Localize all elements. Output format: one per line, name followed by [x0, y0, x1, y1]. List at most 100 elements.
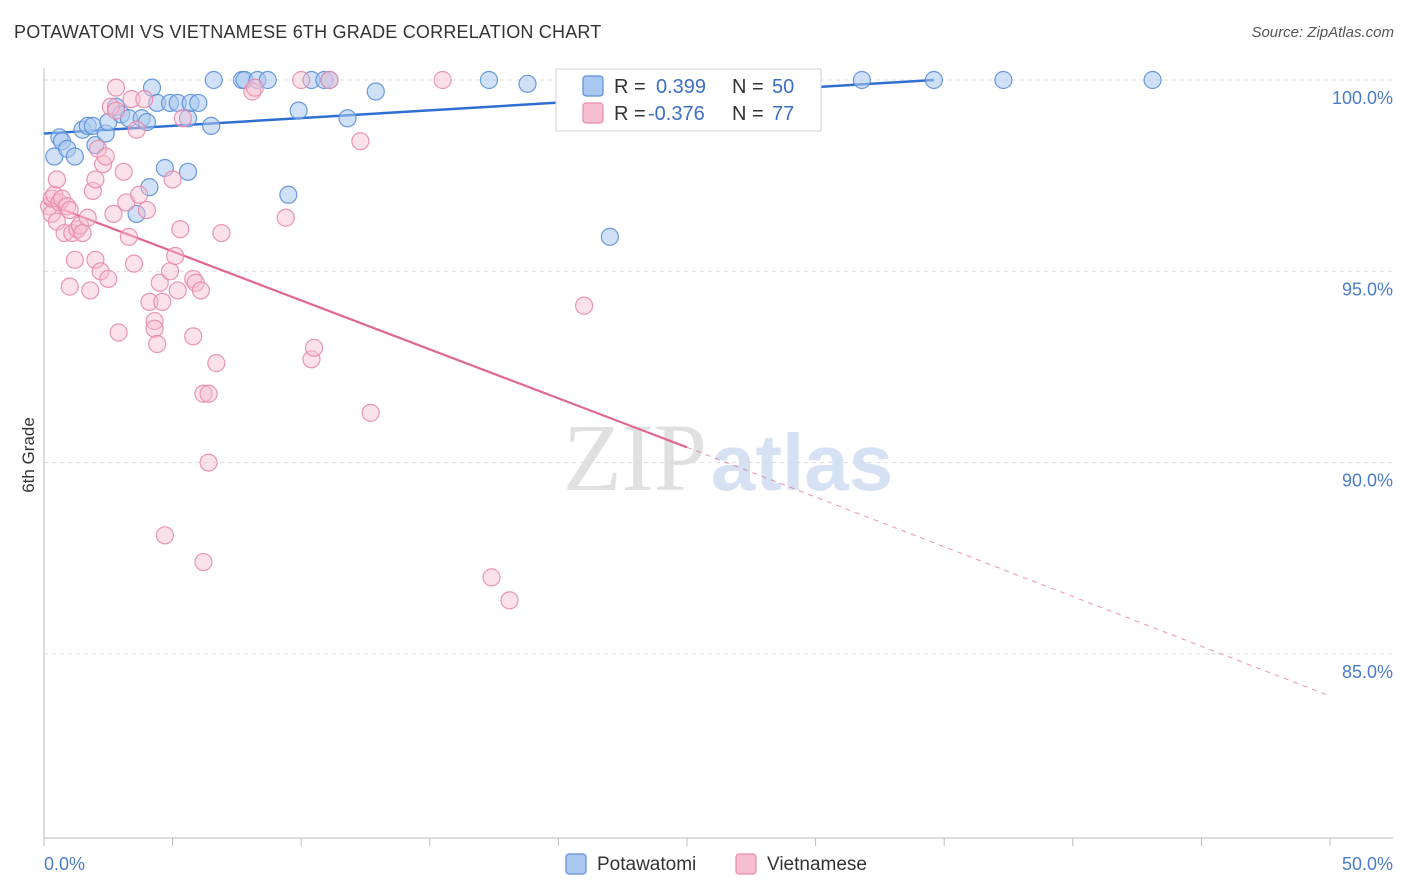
point-potawatomi-35	[479, 70, 499, 90]
y-axis-label: 6th Grade	[19, 417, 38, 493]
x-tick-labels: 0.0% 50.0%	[44, 854, 1393, 874]
point-vietnamese-39	[135, 90, 154, 109]
y-tick-label-2: 90.0%	[1342, 471, 1393, 491]
chart-title: POTAWATOMI VS VIETNAMESE 6TH GRADE CORRE…	[14, 22, 602, 42]
point-vietnamese-60	[199, 453, 218, 472]
point-vietnamese-41	[140, 292, 159, 312]
bottom-legend-label-vietnamese: Vietnamese	[767, 854, 867, 875]
point-potawatomi-41	[852, 70, 871, 90]
point-vietnamese-71	[351, 132, 370, 151]
point-vietnamese-73	[433, 70, 452, 90]
point-vietnamese-18	[81, 281, 100, 300]
point-vietnamese-17	[78, 208, 97, 227]
legend-swatch-potawatomi	[582, 75, 604, 97]
point-vietnamese-35	[122, 90, 141, 109]
point-vietnamese-49	[166, 246, 185, 266]
point-vietnamese-62	[212, 223, 231, 243]
point-potawatomi-44	[1143, 70, 1162, 90]
y-tick-label-3: 85.0%	[1342, 662, 1393, 682]
point-vietnamese-68	[302, 350, 321, 369]
point-vietnamese-47	[160, 262, 180, 281]
point-potawatomi-45	[279, 185, 298, 204]
point-vietnamese-72	[361, 403, 380, 422]
point-vietnamese-70	[320, 70, 339, 90]
point-vietnamese-63	[155, 526, 174, 545]
trend-lines	[43, 78, 1331, 697]
bottom-legend: Potawatomi Vietnamese	[565, 853, 867, 875]
point-vietnamese-66	[276, 208, 295, 227]
bottom-legend-label-potawatomi: Potawatomi	[597, 854, 696, 875]
point-vietnamese-30	[106, 78, 126, 97]
legend-r-label-vietnamese: R =	[614, 103, 646, 125]
point-vietnamese-16	[73, 223, 92, 243]
legend-box: R = 0.399 N = 50 R = -0.376 N = 77	[555, 68, 822, 132]
point-vietnamese-69	[304, 338, 324, 357]
watermark-atlas: atlas	[711, 418, 893, 507]
legend-r-value-vietnamese: -0.376	[648, 103, 705, 125]
point-vietnamese-74	[482, 568, 501, 587]
data-points	[40, 70, 1162, 610]
chart-source: Source: ZipAtlas.com	[1251, 24, 1394, 41]
point-vietnamese-32	[114, 162, 133, 181]
x-tick-label-min: 0.0%	[44, 854, 85, 874]
point-vietnamese-21	[86, 250, 105, 269]
watermark: ZIP atlas	[563, 404, 893, 511]
point-vietnamese-58	[194, 552, 213, 572]
point-potawatomi-15	[137, 112, 156, 132]
point-vietnamese-20	[86, 170, 105, 189]
legend-swatch-vietnamese	[582, 102, 604, 124]
legend-r-label-potawatomi: R =	[614, 76, 646, 98]
legend-n-value-potawatomi: 50	[772, 76, 794, 98]
point-vietnamese-28	[104, 204, 123, 224]
point-potawatomi-48	[140, 178, 159, 197]
point-vietnamese-29	[106, 101, 126, 120]
point-vietnamese-11	[60, 277, 79, 296]
point-vietnamese-48	[163, 170, 182, 189]
legend-n-label-potawatomi: N =	[732, 76, 764, 98]
point-vietnamese-54	[184, 327, 203, 346]
point-vietnamese-31	[109, 323, 128, 342]
point-potawatomi-36	[518, 74, 537, 93]
point-vietnamese-25	[96, 147, 115, 166]
bottom-legend-swatch-potawatomi	[565, 853, 587, 875]
point-potawatomi-22	[189, 93, 208, 113]
point-vietnamese-45	[150, 273, 169, 292]
point-vietnamese-65	[245, 78, 265, 97]
point-vietnamese-52	[173, 109, 192, 128]
trend-line-vietnamese-extension	[686, 446, 1331, 697]
point-vietnamese-5	[47, 170, 66, 189]
point-potawatomi-39	[600, 227, 619, 246]
point-vietnamese-56	[191, 281, 210, 300]
point-potawatomi-23	[202, 116, 221, 136]
point-potawatomi-4	[65, 147, 84, 166]
point-vietnamese-57	[194, 384, 213, 403]
point-vietnamese-46	[153, 292, 172, 312]
point-vietnamese-76	[575, 296, 594, 315]
point-vietnamese-34	[119, 227, 138, 246]
point-vietnamese-26	[99, 269, 118, 289]
legend-n-value-vietnamese: 77	[772, 103, 794, 125]
point-potawatomi-29	[289, 101, 308, 120]
point-potawatomi-43	[994, 70, 1013, 90]
point-vietnamese-44	[148, 334, 167, 354]
point-vietnamese-67	[292, 70, 311, 90]
point-vietnamese-75	[500, 591, 519, 610]
point-vietnamese-19	[83, 181, 102, 201]
point-vietnamese-36	[124, 254, 144, 273]
point-potawatomi-42	[924, 70, 944, 90]
legend-n-label-vietnamese: N =	[732, 103, 764, 125]
point-vietnamese-23	[91, 262, 110, 281]
y-tick-label-1: 95.0%	[1342, 279, 1393, 299]
point-vietnamese-40	[137, 200, 156, 220]
y-tick-labels: 100.0% 95.0% 90.0% 85.0%	[1332, 88, 1393, 682]
x-tick-label-max: 50.0%	[1342, 854, 1393, 874]
point-potawatomi-33	[338, 109, 357, 128]
point-potawatomi-46	[178, 162, 198, 181]
bottom-legend-swatch-vietnamese	[735, 853, 757, 875]
point-vietnamese-38	[130, 185, 149, 204]
point-vietnamese-42	[145, 311, 164, 331]
point-potawatomi-24	[204, 70, 223, 90]
point-potawatomi-49	[127, 204, 146, 224]
y-tick-label-0: 100.0%	[1332, 88, 1393, 108]
point-vietnamese-51	[171, 220, 190, 239]
